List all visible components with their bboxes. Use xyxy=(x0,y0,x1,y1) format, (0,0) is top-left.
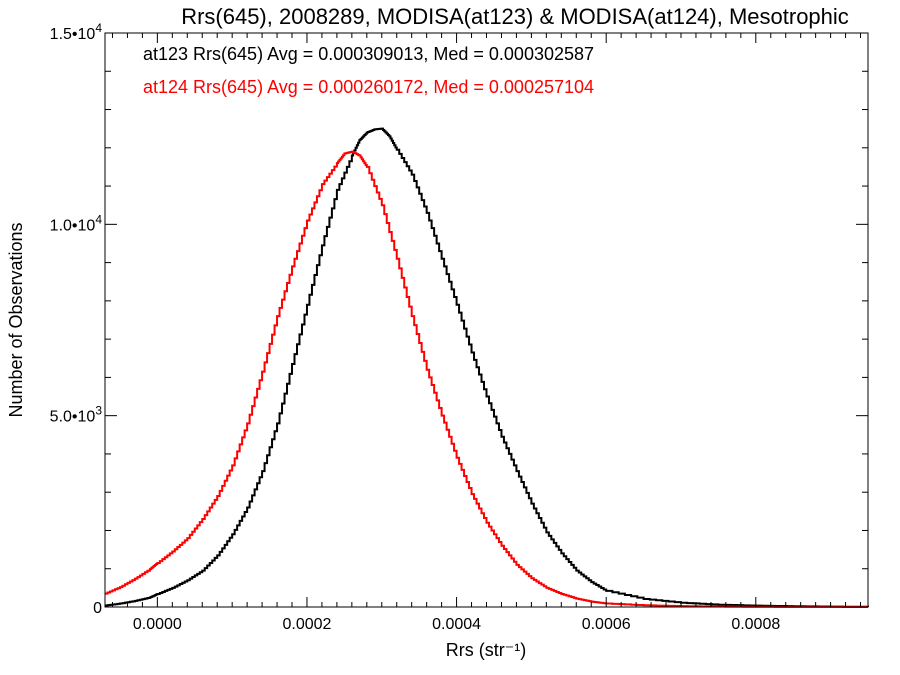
legend: at123 Rrs(645) Avg = 0.000309013, Med = … xyxy=(143,44,594,97)
x-axis-label: Rrs (str⁻¹) xyxy=(446,640,526,660)
x-tick-label: 0.0008 xyxy=(731,616,780,633)
series-layer xyxy=(105,127,869,608)
series-line-1 xyxy=(105,127,869,608)
ticks-layer: 0.0000 0.0002 0.0004 0.0006 0.0008 0 5.0•103 1.… xyxy=(50,21,868,633)
chart-title: Rrs(645), 2008289, MODISA(at123) & MODIS… xyxy=(181,4,849,29)
x-tick-label: 0.0002 xyxy=(283,616,332,633)
x-tick-label: 0.0006 xyxy=(582,616,631,633)
y-tick-label: 1.5•104 xyxy=(50,21,103,43)
y-tick-label: 5.0•103 xyxy=(50,404,103,426)
x-tick-label: 0.0004 xyxy=(432,616,481,633)
y-tick-label: 1.0•104 xyxy=(50,212,103,234)
y-axis-label: Number of Observations xyxy=(6,222,26,417)
legend-entry-2: at124 Rrs(645) Avg = 0.000260172, Med = … xyxy=(143,77,594,97)
legend-entry-1: at123 Rrs(645) Avg = 0.000309013, Med = … xyxy=(143,44,594,64)
series-line-2 xyxy=(105,150,868,608)
y-tick-label: 0 xyxy=(93,600,102,617)
x-tick-label: 0.0000 xyxy=(133,616,182,633)
